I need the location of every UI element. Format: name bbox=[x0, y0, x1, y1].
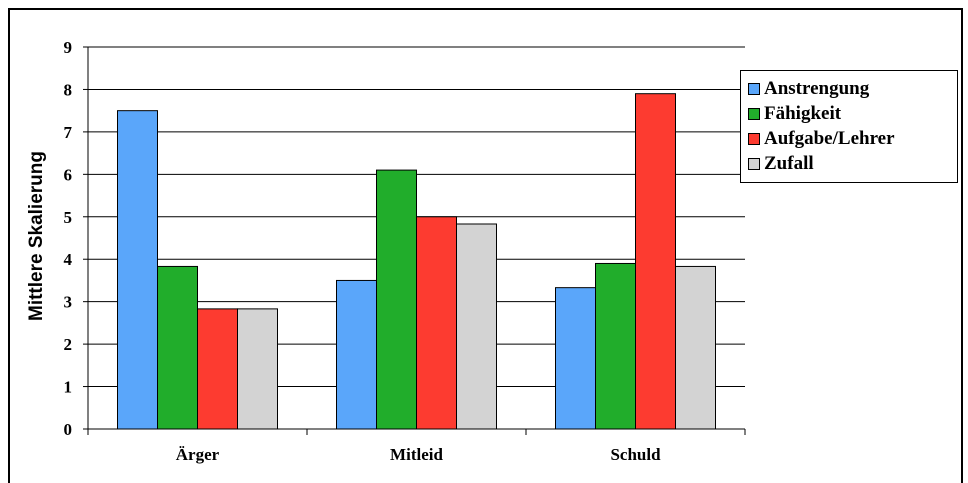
legend-label: Zufall bbox=[764, 152, 814, 174]
chart-frame bbox=[8, 8, 963, 483]
y-tick-label: 3 bbox=[64, 293, 73, 312]
legend-item: Zufall bbox=[748, 151, 957, 176]
bar bbox=[635, 93, 676, 430]
x-category-label: Ärger bbox=[176, 445, 220, 464]
legend-swatch bbox=[748, 107, 760, 120]
bar bbox=[555, 287, 596, 430]
legend-item: Aufgabe/Lehrer bbox=[748, 126, 957, 151]
legend-swatch bbox=[748, 132, 760, 145]
y-tick-label: 7 bbox=[64, 123, 73, 142]
bar bbox=[336, 279, 377, 430]
bar bbox=[675, 265, 716, 430]
x-axis: Ärger Mitleid Schuld bbox=[87, 47, 746, 464]
bar bbox=[197, 308, 238, 430]
y-axis-ticks: 0 1 2 3 4 5 6 7 8 9 bbox=[64, 38, 88, 439]
bar bbox=[595, 262, 636, 430]
bar bbox=[237, 308, 278, 430]
legend-swatch bbox=[748, 82, 760, 95]
bars bbox=[117, 93, 716, 430]
legend-item: Fähigkeit bbox=[748, 101, 957, 126]
legend-label: Aufgabe/Lehrer bbox=[764, 127, 895, 149]
y-tick-label: 8 bbox=[64, 80, 73, 99]
y-tick-label: 4 bbox=[64, 250, 73, 269]
bar bbox=[376, 169, 417, 430]
y-axis-label: Mittlere Skalierung bbox=[26, 151, 47, 321]
legend-label: Anstrengung bbox=[764, 77, 870, 99]
y-tick-label: 9 bbox=[64, 38, 73, 57]
legend-swatch bbox=[748, 157, 760, 170]
legend: Anstrengung Fähigkeit Aufgabe/Lehrer Zufall bbox=[740, 70, 958, 183]
x-category-label: Mitleid bbox=[390, 445, 443, 464]
y-tick-label: 0 bbox=[64, 420, 73, 439]
y-tick-label: 5 bbox=[64, 208, 73, 227]
bar bbox=[456, 223, 497, 430]
bar bbox=[117, 110, 158, 430]
legend-item: Anstrengung bbox=[748, 76, 957, 101]
legend-label: Fähigkeit bbox=[764, 102, 842, 124]
x-category-label: Schuld bbox=[610, 445, 661, 464]
y-tick-label: 2 bbox=[64, 335, 73, 354]
y-tick-label: 6 bbox=[64, 165, 73, 184]
bar bbox=[416, 216, 457, 430]
y-tick-label: 1 bbox=[64, 378, 73, 397]
bar bbox=[157, 265, 198, 430]
